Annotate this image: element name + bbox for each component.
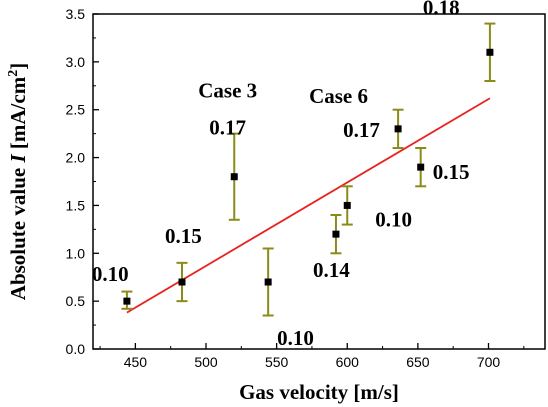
x-tick-label: 550 xyxy=(265,354,289,370)
y-tick-label: 2.5 xyxy=(66,102,86,118)
x-axis-title: Gas velocity [m/s] xyxy=(239,380,399,404)
y-axis-title-close: ] xyxy=(6,63,30,70)
data-point xyxy=(343,201,351,209)
plot-frame xyxy=(92,13,546,350)
data-point xyxy=(417,163,425,171)
annotation-layer: 0.10 0.15 0.17 Case 3 0.10 0.14 0.10 0.17 Case 6… xyxy=(92,0,470,350)
value-label: 0.15 xyxy=(433,160,470,184)
case-label: Case 3 xyxy=(198,79,257,103)
y-axis-title-superscript: 2 xyxy=(6,70,21,77)
y-tick-label: 0.5 xyxy=(66,293,86,309)
y-axis-title-unit: [mA/cm xyxy=(6,76,30,154)
value-label: 0.17 xyxy=(209,116,246,140)
y-axis-title-italic: I xyxy=(6,154,30,164)
x-tick-label: 650 xyxy=(406,354,430,370)
y-tick-label: 0.0 xyxy=(66,341,86,357)
value-label: 0.10 xyxy=(277,326,314,350)
value-label: 0.10 xyxy=(375,207,412,231)
x-tick-label: 500 xyxy=(194,354,218,370)
y-tick-label: 1.5 xyxy=(66,197,86,213)
fit-line xyxy=(126,97,491,314)
tick-layer: 450 500 550 600 650 700 0.0 0.5 1.0 1.5 2.0 2.5 3.0 3… xyxy=(66,6,525,370)
data-point xyxy=(230,173,238,181)
y-axis-title: Absolute value I [mA/cm2] xyxy=(6,63,30,300)
data-point xyxy=(264,278,272,286)
x-tick-label: 600 xyxy=(336,354,360,370)
y-tick-label: 2.0 xyxy=(66,150,86,166)
x-tick-label: 450 xyxy=(124,354,148,370)
y-tick-label: 3.5 xyxy=(66,6,86,22)
value-label: 0.15 xyxy=(165,224,202,248)
data-point xyxy=(394,125,402,133)
y-tick-label: 1.0 xyxy=(66,245,86,261)
value-label: 0.14 xyxy=(313,258,350,282)
value-label: 0.17 xyxy=(343,118,380,142)
y-axis-title-prefix: Absolute value xyxy=(6,163,30,301)
data-point xyxy=(178,278,186,286)
x-tick-label: 700 xyxy=(477,354,501,370)
data-point xyxy=(332,230,340,238)
value-label: 0.18 xyxy=(423,0,460,19)
y-tick-label: 3.0 xyxy=(66,54,86,70)
value-label: 0.10 xyxy=(92,262,129,286)
data-point-layer xyxy=(123,48,494,305)
fit-line-layer xyxy=(126,97,491,314)
data-point xyxy=(123,297,131,305)
case-label: Case 6 xyxy=(309,84,368,108)
data-point xyxy=(486,48,494,56)
